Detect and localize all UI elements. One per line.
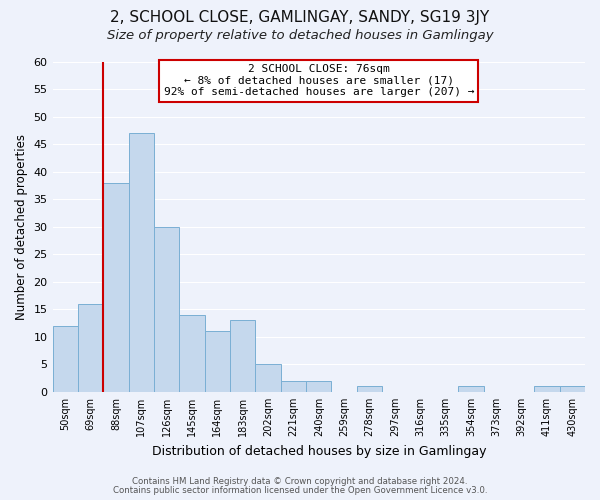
Text: 2, SCHOOL CLOSE, GAMLINGAY, SANDY, SG19 3JY: 2, SCHOOL CLOSE, GAMLINGAY, SANDY, SG19 …: [110, 10, 490, 25]
Text: Contains HM Land Registry data © Crown copyright and database right 2024.: Contains HM Land Registry data © Crown c…: [132, 477, 468, 486]
Bar: [256, 364, 281, 392]
Bar: [357, 386, 382, 392]
X-axis label: Distribution of detached houses by size in Gamlingay: Distribution of detached houses by size …: [152, 444, 486, 458]
Bar: [154, 226, 179, 392]
Bar: [230, 320, 256, 392]
Text: Contains public sector information licensed under the Open Government Licence v3: Contains public sector information licen…: [113, 486, 487, 495]
Bar: [128, 133, 154, 392]
Bar: [53, 326, 78, 392]
Bar: [306, 381, 331, 392]
Bar: [281, 381, 306, 392]
Bar: [560, 386, 585, 392]
Bar: [103, 182, 128, 392]
Bar: [534, 386, 560, 392]
Bar: [179, 315, 205, 392]
Text: 2 SCHOOL CLOSE: 76sqm
← 8% of detached houses are smaller (17)
92% of semi-detac: 2 SCHOOL CLOSE: 76sqm ← 8% of detached h…: [164, 64, 474, 98]
Text: Size of property relative to detached houses in Gamlingay: Size of property relative to detached ho…: [107, 29, 493, 42]
Bar: [78, 304, 103, 392]
Y-axis label: Number of detached properties: Number of detached properties: [15, 134, 28, 320]
Bar: [205, 332, 230, 392]
Bar: [458, 386, 484, 392]
